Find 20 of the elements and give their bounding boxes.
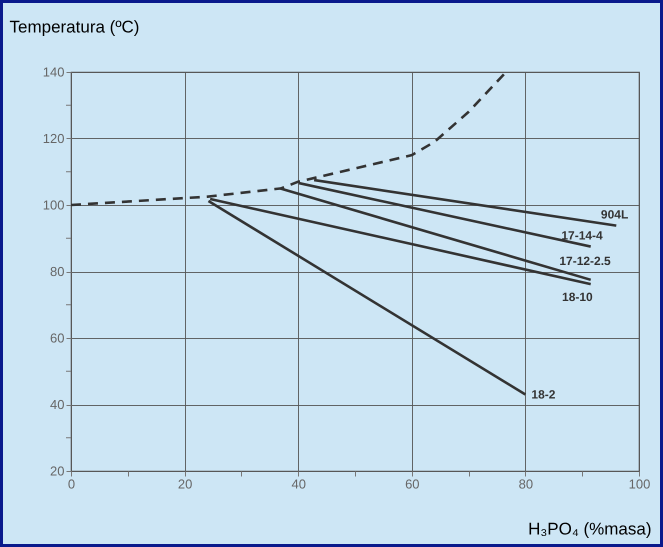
series-label: 18-10 [562, 290, 594, 304]
x-axis-title: H₃PO₄ (%masa) [528, 520, 652, 538]
y-axis-title: Temperatura (ºC) [10, 18, 140, 36]
x-tick-label: 60 [405, 476, 420, 492]
y-tick-label: 140 [42, 64, 64, 80]
x-tick-label: 40 [291, 476, 306, 492]
x-tick-label: 100 [628, 476, 650, 492]
x-tick-label: 80 [518, 476, 534, 492]
y-tick-label: 120 [42, 131, 64, 146]
series-label: 904L [600, 208, 628, 222]
y-tick-label: 100 [42, 198, 64, 212]
x-tick-label: 0 [68, 476, 76, 492]
y-tick-label: 20 [50, 464, 64, 478]
y-tick-label: 60 [50, 330, 64, 346]
x-tick-label: 20 [178, 476, 192, 492]
y-tick-label: 80 [50, 264, 64, 279]
series-label: 17-14-4 [561, 228, 604, 243]
series-label: 18-2 [531, 388, 556, 402]
series-label: 17-12-2.5 [559, 254, 612, 268]
y-tick-label: 40 [50, 397, 64, 412]
